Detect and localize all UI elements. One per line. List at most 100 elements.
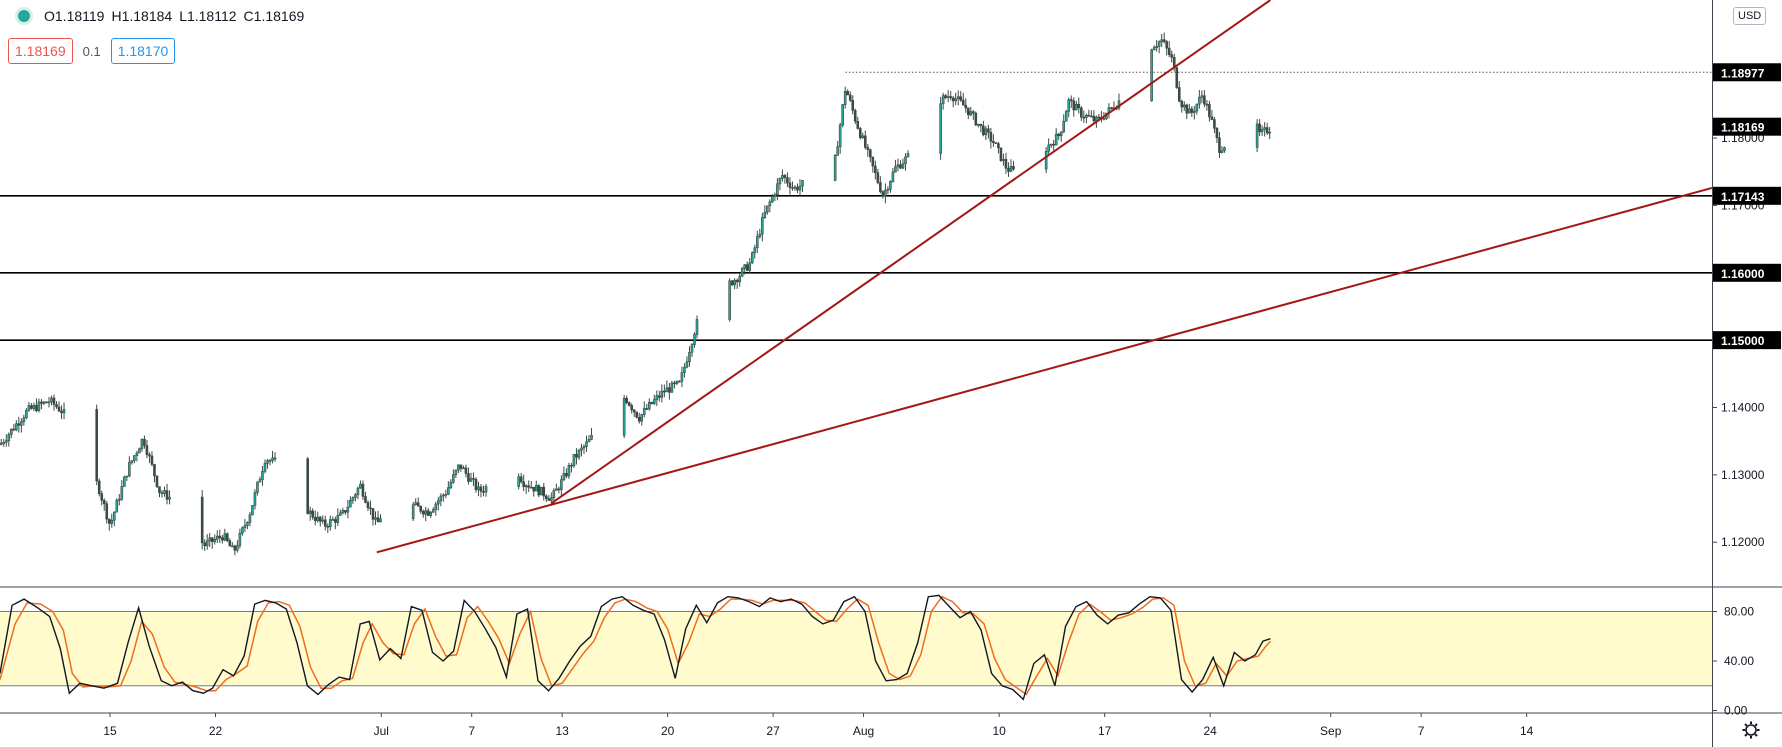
candle (901, 158, 905, 169)
open-value: O1.18119 (44, 8, 105, 24)
candle (95, 404, 99, 486)
candle-body (529, 486, 533, 489)
candle (359, 480, 362, 489)
candle (246, 521, 249, 530)
candle (529, 480, 533, 489)
candle (1160, 34, 1163, 48)
candle-body (208, 537, 212, 542)
candle-body (517, 476, 520, 487)
candle (228, 538, 232, 547)
candle (215, 530, 219, 543)
candle (1162, 32, 1166, 44)
candle-body (891, 171, 895, 182)
candle (1200, 90, 1204, 104)
candle-body (791, 187, 794, 189)
candle (128, 456, 131, 478)
candle (35, 398, 38, 413)
candle-body (220, 537, 224, 541)
candle-body (670, 382, 674, 393)
candle-body (730, 280, 734, 286)
sell-button[interactable]: 1.18169 (8, 38, 73, 64)
candle (858, 126, 862, 140)
candle-body (1198, 96, 1201, 105)
candle (527, 480, 531, 492)
candle (1198, 90, 1201, 109)
candle (105, 501, 109, 524)
candle (12, 424, 16, 432)
candle-body (964, 104, 968, 109)
candle-body (233, 545, 237, 551)
candle-body (545, 495, 548, 499)
candle (755, 230, 759, 253)
gear-icon[interactable] (1742, 721, 1760, 739)
candle-body (411, 504, 415, 520)
candle (793, 185, 797, 191)
time-tick-label: 7 (1418, 724, 1425, 738)
candle-body (115, 499, 119, 513)
candle-body (1067, 99, 1071, 112)
candle-body (163, 490, 166, 494)
candle (658, 390, 661, 402)
candle-body (587, 439, 591, 443)
candle-body (675, 380, 679, 384)
candle-body (1170, 54, 1174, 58)
candle (1167, 41, 1171, 58)
candle-body (627, 402, 631, 406)
candle-body (0, 442, 3, 445)
candle-body (876, 172, 880, 183)
candle-body (434, 503, 438, 510)
price-label: 1.18977 (1721, 66, 1765, 80)
candle-body (1203, 95, 1206, 105)
candle-body (939, 103, 942, 154)
candle-body (349, 500, 352, 508)
candle (268, 458, 272, 466)
candle (668, 382, 671, 400)
candle (673, 380, 676, 389)
candle-body (1263, 127, 1266, 130)
candle (891, 168, 895, 183)
candle (999, 147, 1003, 162)
candle-body (999, 147, 1003, 161)
candle (768, 199, 772, 213)
candle (1165, 39, 1169, 56)
candle (642, 401, 646, 418)
candle-body (454, 469, 458, 475)
candle (539, 486, 543, 496)
candle-body (761, 217, 764, 235)
candle (133, 455, 136, 464)
candle-body (246, 522, 249, 526)
buy-button[interactable]: 1.18170 (110, 38, 176, 64)
candle (326, 523, 330, 533)
candle (1255, 119, 1259, 153)
candle (238, 528, 242, 549)
candle (695, 315, 699, 339)
candle (55, 401, 58, 409)
candle (210, 537, 214, 549)
low-value: L1.18112 (179, 8, 237, 24)
candle (145, 439, 149, 459)
candle (1155, 39, 1158, 52)
candle-body (258, 479, 262, 483)
candle-body (321, 519, 325, 522)
candle-body (660, 390, 664, 398)
candle-body (271, 457, 274, 461)
candle (982, 120, 985, 137)
candle-body (753, 247, 757, 253)
currency-badge[interactable]: USD (1733, 7, 1767, 25)
candle-body (1193, 110, 1196, 113)
candle-body (848, 94, 852, 101)
candle-body (57, 406, 61, 412)
candle-body (210, 537, 214, 542)
candle (949, 90, 952, 101)
candle (874, 160, 877, 180)
candle-body (472, 478, 475, 480)
candle-body (1175, 67, 1179, 88)
candle-body (112, 511, 116, 521)
candle (233, 544, 237, 556)
candle (758, 228, 762, 239)
time-tick-label: Sep (1320, 724, 1342, 738)
candle-body (793, 186, 797, 189)
candle (40, 398, 43, 410)
candle-body (452, 474, 455, 483)
